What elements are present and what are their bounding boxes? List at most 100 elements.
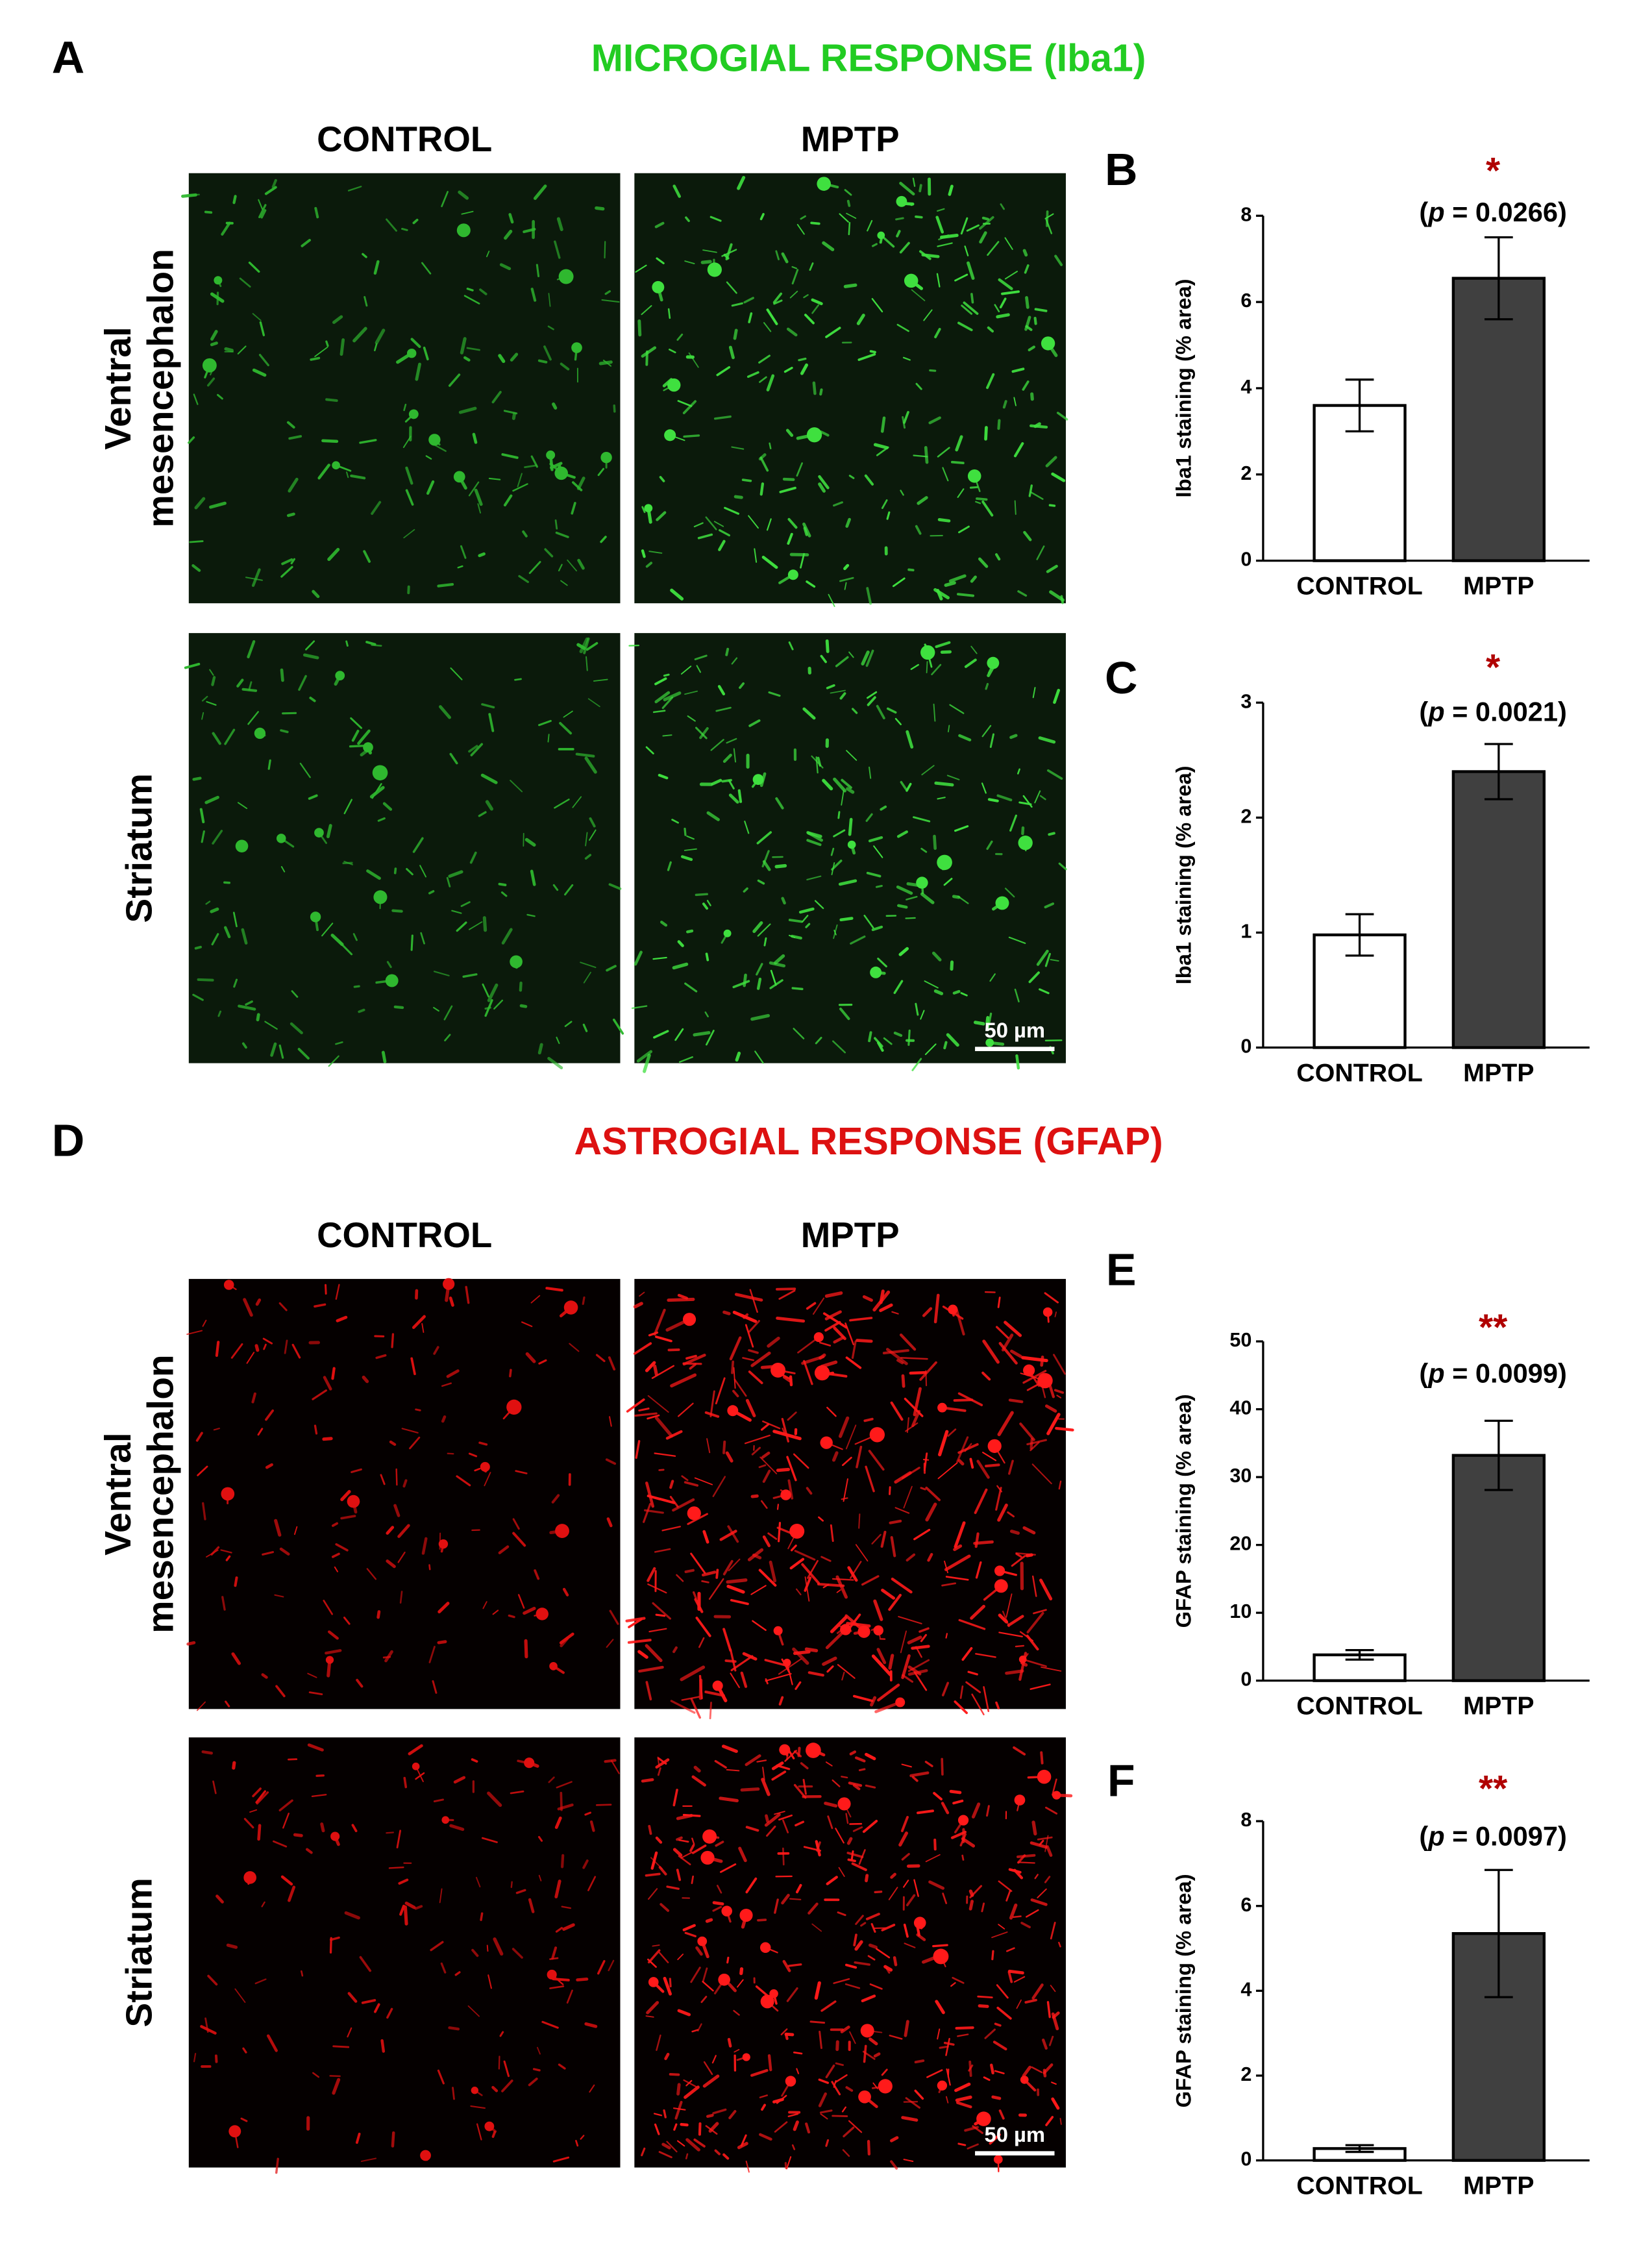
cell-process (414, 1905, 423, 1910)
cell-process (256, 1791, 269, 1805)
cell-process (989, 973, 996, 982)
cell-process (512, 1518, 520, 1530)
cell-process (537, 1043, 543, 1055)
cell-process (991, 1950, 994, 1961)
cell-process (371, 501, 382, 515)
cell-process (453, 1776, 466, 1784)
cell-process (677, 940, 684, 947)
cell-process (710, 739, 724, 751)
cell-process (769, 1560, 777, 1583)
cell-process (741, 478, 752, 482)
cell-process (437, 2069, 445, 2085)
cell-process (903, 1880, 909, 1888)
cell-process (609, 1416, 612, 1427)
cell-process (815, 1840, 821, 1857)
cell-process (243, 1298, 253, 1317)
cell-process (899, 1333, 917, 1351)
cell-process (631, 1005, 648, 1010)
cell-process (601, 299, 620, 303)
cell-process (774, 1898, 779, 1914)
cell-process (1029, 1437, 1033, 1450)
cell-body (987, 656, 1000, 669)
cell-process (690, 1698, 701, 1719)
cell-process (477, 503, 482, 514)
cell-process (412, 837, 424, 853)
cell-process (469, 851, 477, 864)
cell-process (439, 705, 452, 719)
cell-process (888, 1887, 898, 1900)
cell-process (933, 834, 937, 850)
cell-process (726, 281, 737, 294)
cell-process (533, 184, 547, 200)
cell-process (267, 759, 271, 770)
cell-process (1045, 1806, 1058, 1815)
cell-process (855, 1544, 869, 1562)
cell-process (503, 494, 513, 507)
cell-process (748, 719, 761, 727)
cell-process (371, 783, 382, 799)
cell-process (503, 2060, 510, 2078)
cell-process (822, 1656, 837, 1666)
cell-process (1045, 1374, 1055, 1398)
cell-process (657, 1767, 661, 1776)
cell-body (687, 1506, 701, 1521)
cell-process (728, 793, 739, 804)
cell-process (410, 338, 421, 349)
cell-process (463, 356, 471, 362)
cell-process (1025, 325, 1033, 331)
cell-process (312, 2072, 319, 2078)
cell-process (664, 2052, 670, 2061)
cell-process (902, 1674, 914, 1683)
cell-process (415, 362, 421, 381)
cell-body (1052, 1791, 1061, 1800)
cell-process (906, 1894, 916, 1907)
cell-process (839, 1007, 850, 1021)
cell-process (711, 2055, 717, 2064)
cell-process (772, 292, 783, 304)
cell-process (896, 885, 913, 895)
cell-process (782, 1819, 789, 1833)
cell-process (886, 511, 891, 520)
cell-process (846, 199, 851, 207)
cell-process (743, 973, 747, 987)
cell-process (998, 1632, 1023, 1637)
cell-process (787, 532, 793, 545)
cell-process (528, 561, 541, 575)
cell-process (914, 2059, 925, 2064)
cell-process (846, 787, 855, 794)
cell-process (1042, 2063, 1054, 2075)
cell-process (871, 243, 878, 247)
cell-process (731, 1360, 735, 1374)
cell-process (881, 499, 888, 509)
cell-process (853, 1695, 874, 1702)
cell-process (294, 1526, 298, 1535)
cell-process (945, 1633, 948, 1639)
cell-process (523, 1606, 536, 1615)
cell-process (896, 230, 901, 238)
cell-process (786, 1987, 798, 2002)
cell-process (766, 1825, 776, 1837)
cell-process (433, 1346, 439, 1355)
cell-process (206, 701, 217, 706)
cell-process (412, 218, 419, 225)
cell-process (872, 2082, 878, 2089)
cell-process (833, 1978, 850, 1984)
cell-body (1018, 1656, 1027, 1663)
cell-process (652, 1602, 671, 1620)
cell-process (811, 304, 820, 314)
cell-process (949, 704, 965, 714)
cell-process (310, 356, 321, 361)
row-label: mesencephalon (140, 249, 181, 528)
cell-process (795, 1820, 805, 1827)
cell-process (493, 999, 504, 1010)
cell-process (924, 1761, 933, 1767)
cell-body (967, 469, 981, 483)
cell-process (362, 1375, 369, 1384)
cell-process (1039, 1578, 1053, 1601)
cell-process (807, 1559, 819, 1579)
cell-process (236, 678, 244, 688)
cell-process (789, 1558, 805, 1570)
y-axis-label: GFAP staining (% area) (1171, 1874, 1195, 2107)
cell-process (709, 216, 722, 222)
cell-process (998, 1924, 1005, 1930)
